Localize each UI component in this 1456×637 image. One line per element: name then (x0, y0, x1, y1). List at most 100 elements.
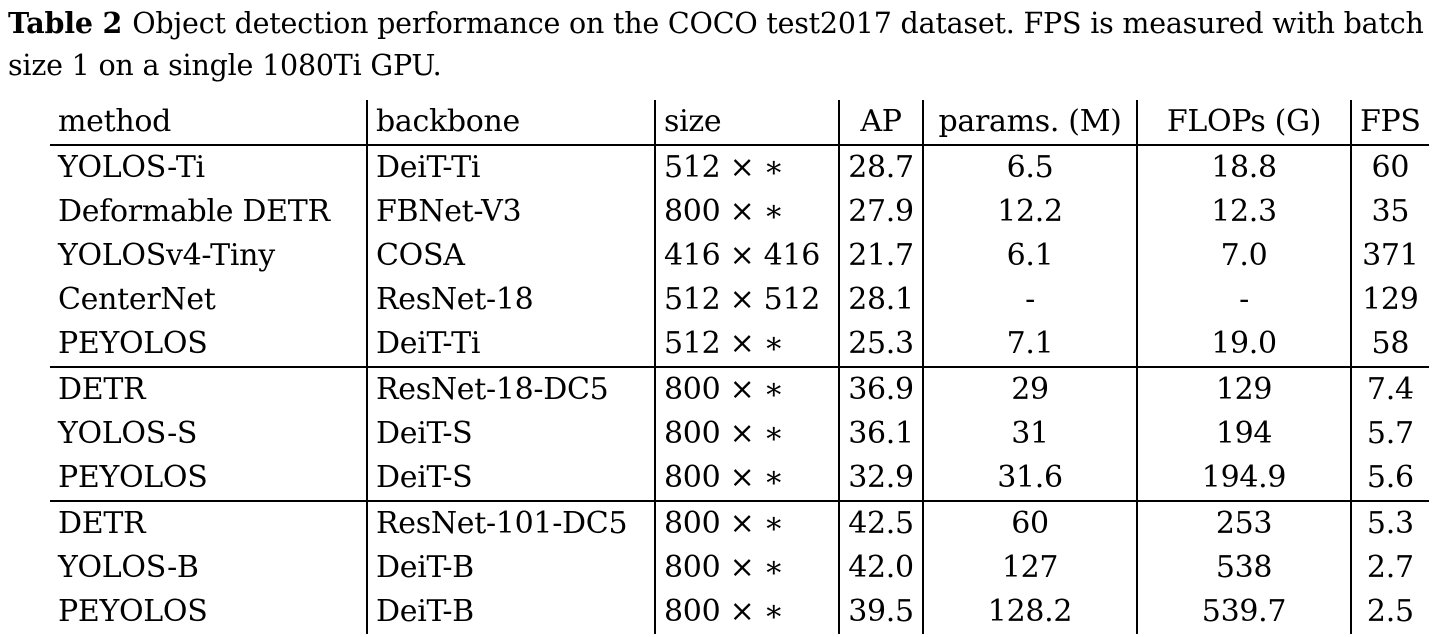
header-size: size (654, 100, 839, 146)
cell-params: 6.1 (922, 234, 1137, 278)
cell-method: YOLOS-S (58, 416, 198, 451)
cell-backbone: ResNet-18 (366, 278, 655, 322)
cell-method: DETR (58, 506, 146, 541)
cell-params: 29 (922, 367, 1137, 412)
cell-fps: 35 (1350, 190, 1429, 234)
table-row: YOLOS-S DeiT-S 800 × ∗ 36.1 31 194 5.7 (50, 412, 1429, 456)
cell-method: PEYOLOS (50, 456, 367, 502)
cell-backbone: ResNet-101-DC5 (366, 501, 655, 546)
results-table: method backbone size AP params. (M) FLOP… (50, 100, 1429, 634)
cell-fps: 5.3 (1350, 501, 1429, 546)
cell-ap: 42.5 (838, 501, 923, 546)
cell-flops: 253 (1136, 501, 1351, 546)
cell-fps: 129 (1350, 278, 1429, 322)
table-row: YOLOS-Ti DeiT-Ti 512 × ∗ 28.7 6.5 18.8 60 (50, 145, 1429, 190)
cell-params: 7.1 (922, 322, 1137, 368)
cell-size: 800 × ∗ (654, 456, 839, 502)
cell-params: 6.5 (922, 145, 1137, 190)
cell-flops: 18.8 (1136, 145, 1351, 190)
table-row: PEYOLOS DeiT-S 800 × ∗ 32.9 31.6 194.9 5.6 (50, 456, 1429, 502)
caption-label: Table 2 (8, 6, 123, 40)
cell-backbone: FBNet-V3 (366, 190, 655, 234)
cell-params: 12.2 (922, 190, 1137, 234)
header-flops: FLOPs (G) (1136, 100, 1351, 146)
cell-ap: 36.9 (838, 367, 923, 412)
cell-backbone: DeiT-Ti (366, 322, 655, 368)
header-backbone: backbone (366, 100, 655, 146)
cell-method: YOLOS-Ti (58, 150, 205, 185)
cell-fps: 5.6 (1350, 456, 1429, 502)
cell-params: 31.6 (922, 456, 1137, 502)
header-ap: AP (838, 100, 923, 146)
cell-backbone: DeiT-S (366, 456, 655, 502)
table-row: DETR ResNet-18-DC5 800 × ∗ 36.9 29 129 7.4 (50, 367, 1429, 412)
table-row: DETR ResNet-101-DC5 800 × ∗ 42.5 60 253 5.3 (50, 501, 1429, 546)
cell-fps: 7.4 (1350, 367, 1429, 412)
table-row: PEYOLOS DeiT-B 800 × ∗ 39.5 128.2 539.7 2.5 (50, 590, 1429, 634)
cell-flops: 19.0 (1136, 322, 1351, 368)
cell-ap: 25.3 (838, 322, 923, 368)
cell-ap: 27.9 (838, 190, 923, 234)
cell-params: 60 (922, 501, 1137, 546)
cell-ap: 42.0 (838, 546, 923, 590)
table-row: YOLOSv4-Tiny COSA 416 × 416 21.7 6.1 7.0 371 (50, 234, 1429, 278)
cell-size: 416 × 416 (654, 234, 839, 278)
table-row: YOLOS-B DeiT-B 800 × ∗ 42.0 127 538 2.7 (50, 546, 1429, 590)
cell-flops: 538 (1136, 546, 1351, 590)
cell-size: 800 × ∗ (654, 190, 839, 234)
caption-text: Object detection performance on the COCO… (8, 7, 1424, 82)
cell-flops: 129 (1136, 367, 1351, 412)
cell-size: 512 × 512 (654, 278, 839, 322)
cell-size: 512 × ∗ (654, 145, 839, 190)
cell-ap: 36.1 (838, 412, 923, 456)
cell-size: 512 × ∗ (654, 322, 839, 368)
cell-flops: 12.3 (1136, 190, 1351, 234)
cell-method: Deformable DETR (58, 194, 330, 229)
table-caption: Table 2 Object detection performance on t… (8, 2, 1448, 87)
table-body: YOLOS-Ti DeiT-Ti 512 × ∗ 28.7 6.5 18.8 60 Defor… (50, 145, 1429, 634)
cell-fps: 371 (1350, 234, 1429, 278)
cell-method: YOLOSv4-Tiny (58, 238, 275, 273)
cell-fps: 58 (1350, 322, 1429, 368)
cell-flops: - (1136, 278, 1351, 322)
table-row: CenterNet ResNet-18 512 × 512 28.1- -129 (50, 278, 1429, 322)
cell-flops: 7.0 (1136, 234, 1351, 278)
cell-method: PEYOLOS (58, 594, 208, 629)
cell-backbone: COSA (366, 234, 655, 278)
cell-ap: 21.7 (838, 234, 923, 278)
cell-method: DETR (58, 372, 146, 407)
header-fps: FPS (1350, 100, 1429, 146)
cell-size: 800 × ∗ (654, 546, 839, 590)
cell-ap: 39.5 (838, 590, 923, 634)
cell-method: PEYOLOS (50, 322, 367, 368)
cell-backbone: DeiT-S (366, 412, 655, 456)
cell-backbone: DeiT-B (366, 546, 655, 590)
cell-params: 31 (922, 412, 1137, 456)
cell-ap: 32.9 (838, 456, 923, 502)
table-header: method backbone size AP params. (M) FLOP… (50, 100, 1429, 146)
cell-params: - (922, 278, 1137, 322)
cell-flops: 194.9 (1136, 456, 1351, 502)
cell-ap: 28.7 (838, 145, 923, 190)
cell-size: 800 × ∗ (654, 412, 839, 456)
cell-params: 127 (922, 546, 1137, 590)
cell-size: 800 × ∗ (654, 501, 839, 546)
cell-backbone: ResNet-18-DC5 (366, 367, 655, 412)
cell-ap: 28.1 (838, 278, 923, 322)
cell-flops: 194 (1136, 412, 1351, 456)
cell-fps: 60 (1350, 145, 1429, 190)
cell-method: CenterNet (58, 282, 216, 317)
header-method: method (50, 100, 367, 146)
cell-params: 128.2 (922, 590, 1137, 634)
cell-backbone: DeiT-Ti (366, 145, 655, 190)
cell-size: 800 × ∗ (654, 590, 839, 634)
cell-fps: 2.7 (1350, 546, 1429, 590)
cell-fps: 2.5 (1350, 590, 1429, 634)
header-row: method backbone size AP params. (M) FLOP… (50, 100, 1429, 146)
cell-backbone: DeiT-B (366, 590, 655, 634)
cell-fps: 5.7 (1350, 412, 1429, 456)
cell-size: 800 × ∗ (654, 367, 839, 412)
table-row: PEYOLOS DeiT-Ti 512 × ∗ 25.3 7.1 19.0 58 (50, 322, 1429, 368)
cell-flops: 539.7 (1136, 590, 1351, 634)
table-row: Deformable DETR FBNet-V3 800 × ∗ 27.9 12.2 12… (50, 190, 1429, 234)
